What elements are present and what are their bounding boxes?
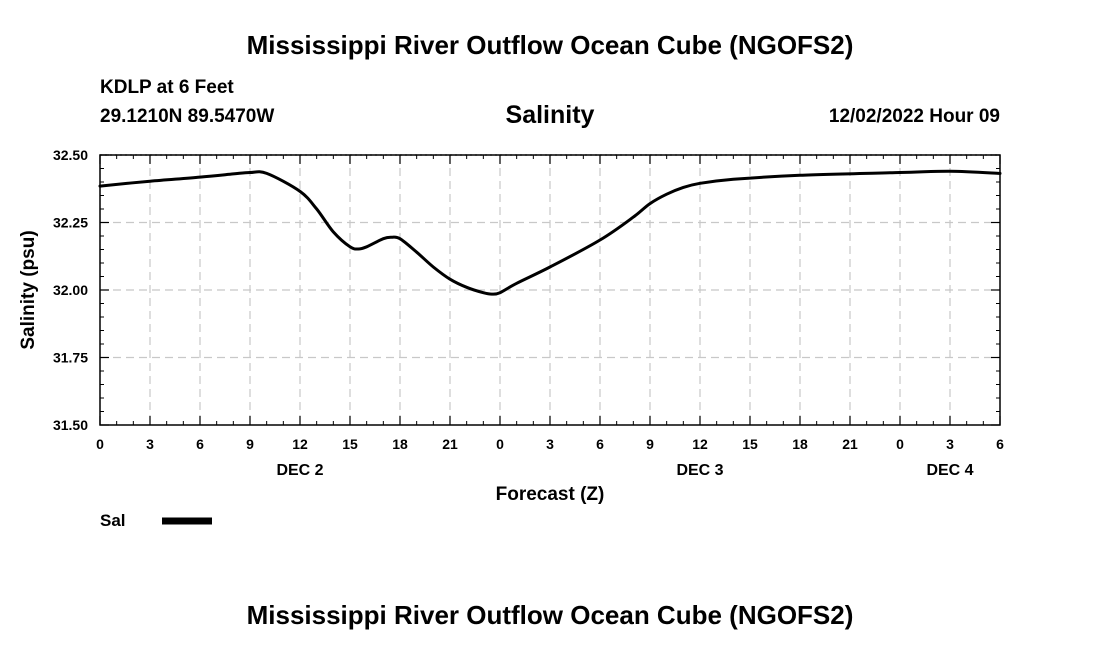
- x-tick-label: 3: [546, 436, 554, 452]
- x-tick-label: 21: [842, 436, 858, 452]
- y-tick-label: 32.25: [53, 215, 88, 231]
- y-tick-label: 32.50: [53, 147, 88, 163]
- x-axis-label: Forecast (Z): [496, 484, 605, 505]
- x-tick-label: 18: [792, 436, 808, 452]
- x-tick-label: 3: [946, 436, 954, 452]
- x-tick-label: 6: [996, 436, 1004, 452]
- station-coords: 29.1210N 89.5470W: [100, 106, 275, 127]
- grid-lines: [100, 154, 1000, 425]
- footer-title: Mississippi River Outflow Ocean Cube (NG…: [246, 600, 854, 630]
- x-tick-label: 0: [96, 436, 104, 452]
- y-tick-label: 31.75: [53, 350, 88, 366]
- legend-label: Sal: [100, 511, 126, 530]
- x-tick-label: 12: [292, 436, 308, 452]
- x-tick-label: 3: [146, 436, 154, 452]
- y-axis-label: Salinity (psu): [18, 230, 39, 349]
- x-tick-label: 18: [392, 436, 408, 452]
- x-tick-label: 0: [896, 436, 904, 452]
- salinity-chart: 0 3 6 9 12 15 18 21 0 3 6 9 12 15 18 21 0 3 6 31.50 31.75 32.…: [18, 147, 1004, 530]
- chart-title: Salinity: [505, 101, 595, 129]
- x-tick-label: 12: [692, 436, 708, 452]
- day-label: DEC 4: [926, 462, 973, 479]
- series-line-sal: [98, 169, 1002, 296]
- x-tick-label: 15: [342, 436, 358, 452]
- x-tick-label: 15: [742, 436, 758, 452]
- y-tick-label: 32.00: [53, 282, 88, 298]
- timestamp: 12/02/2022 Hour 09: [828, 106, 1000, 127]
- day-label: DEC 2: [276, 462, 323, 479]
- figure-title: Mississippi River Outflow Ocean Cube (NG…: [246, 30, 854, 60]
- x-tick-label: 6: [596, 436, 604, 452]
- x-tick-label: 21: [442, 436, 458, 452]
- x-tick-label: 6: [196, 436, 204, 452]
- station-name: KDLP at 6 Feet: [100, 77, 234, 98]
- axis-ticks: [99, 154, 1001, 426]
- day-label: DEC 3: [676, 462, 723, 479]
- x-tick-label: 9: [246, 436, 254, 452]
- y-tick-label: 31.50: [53, 417, 88, 433]
- x-tick-label: 9: [646, 436, 654, 452]
- axis-tick-labels: 0 3 6 9 12 15 18 21 0 3 6 9 12 15 18 21 0 3 6 31.50 31.75 32.…: [53, 147, 1004, 479]
- x-tick-label: 0: [496, 436, 504, 452]
